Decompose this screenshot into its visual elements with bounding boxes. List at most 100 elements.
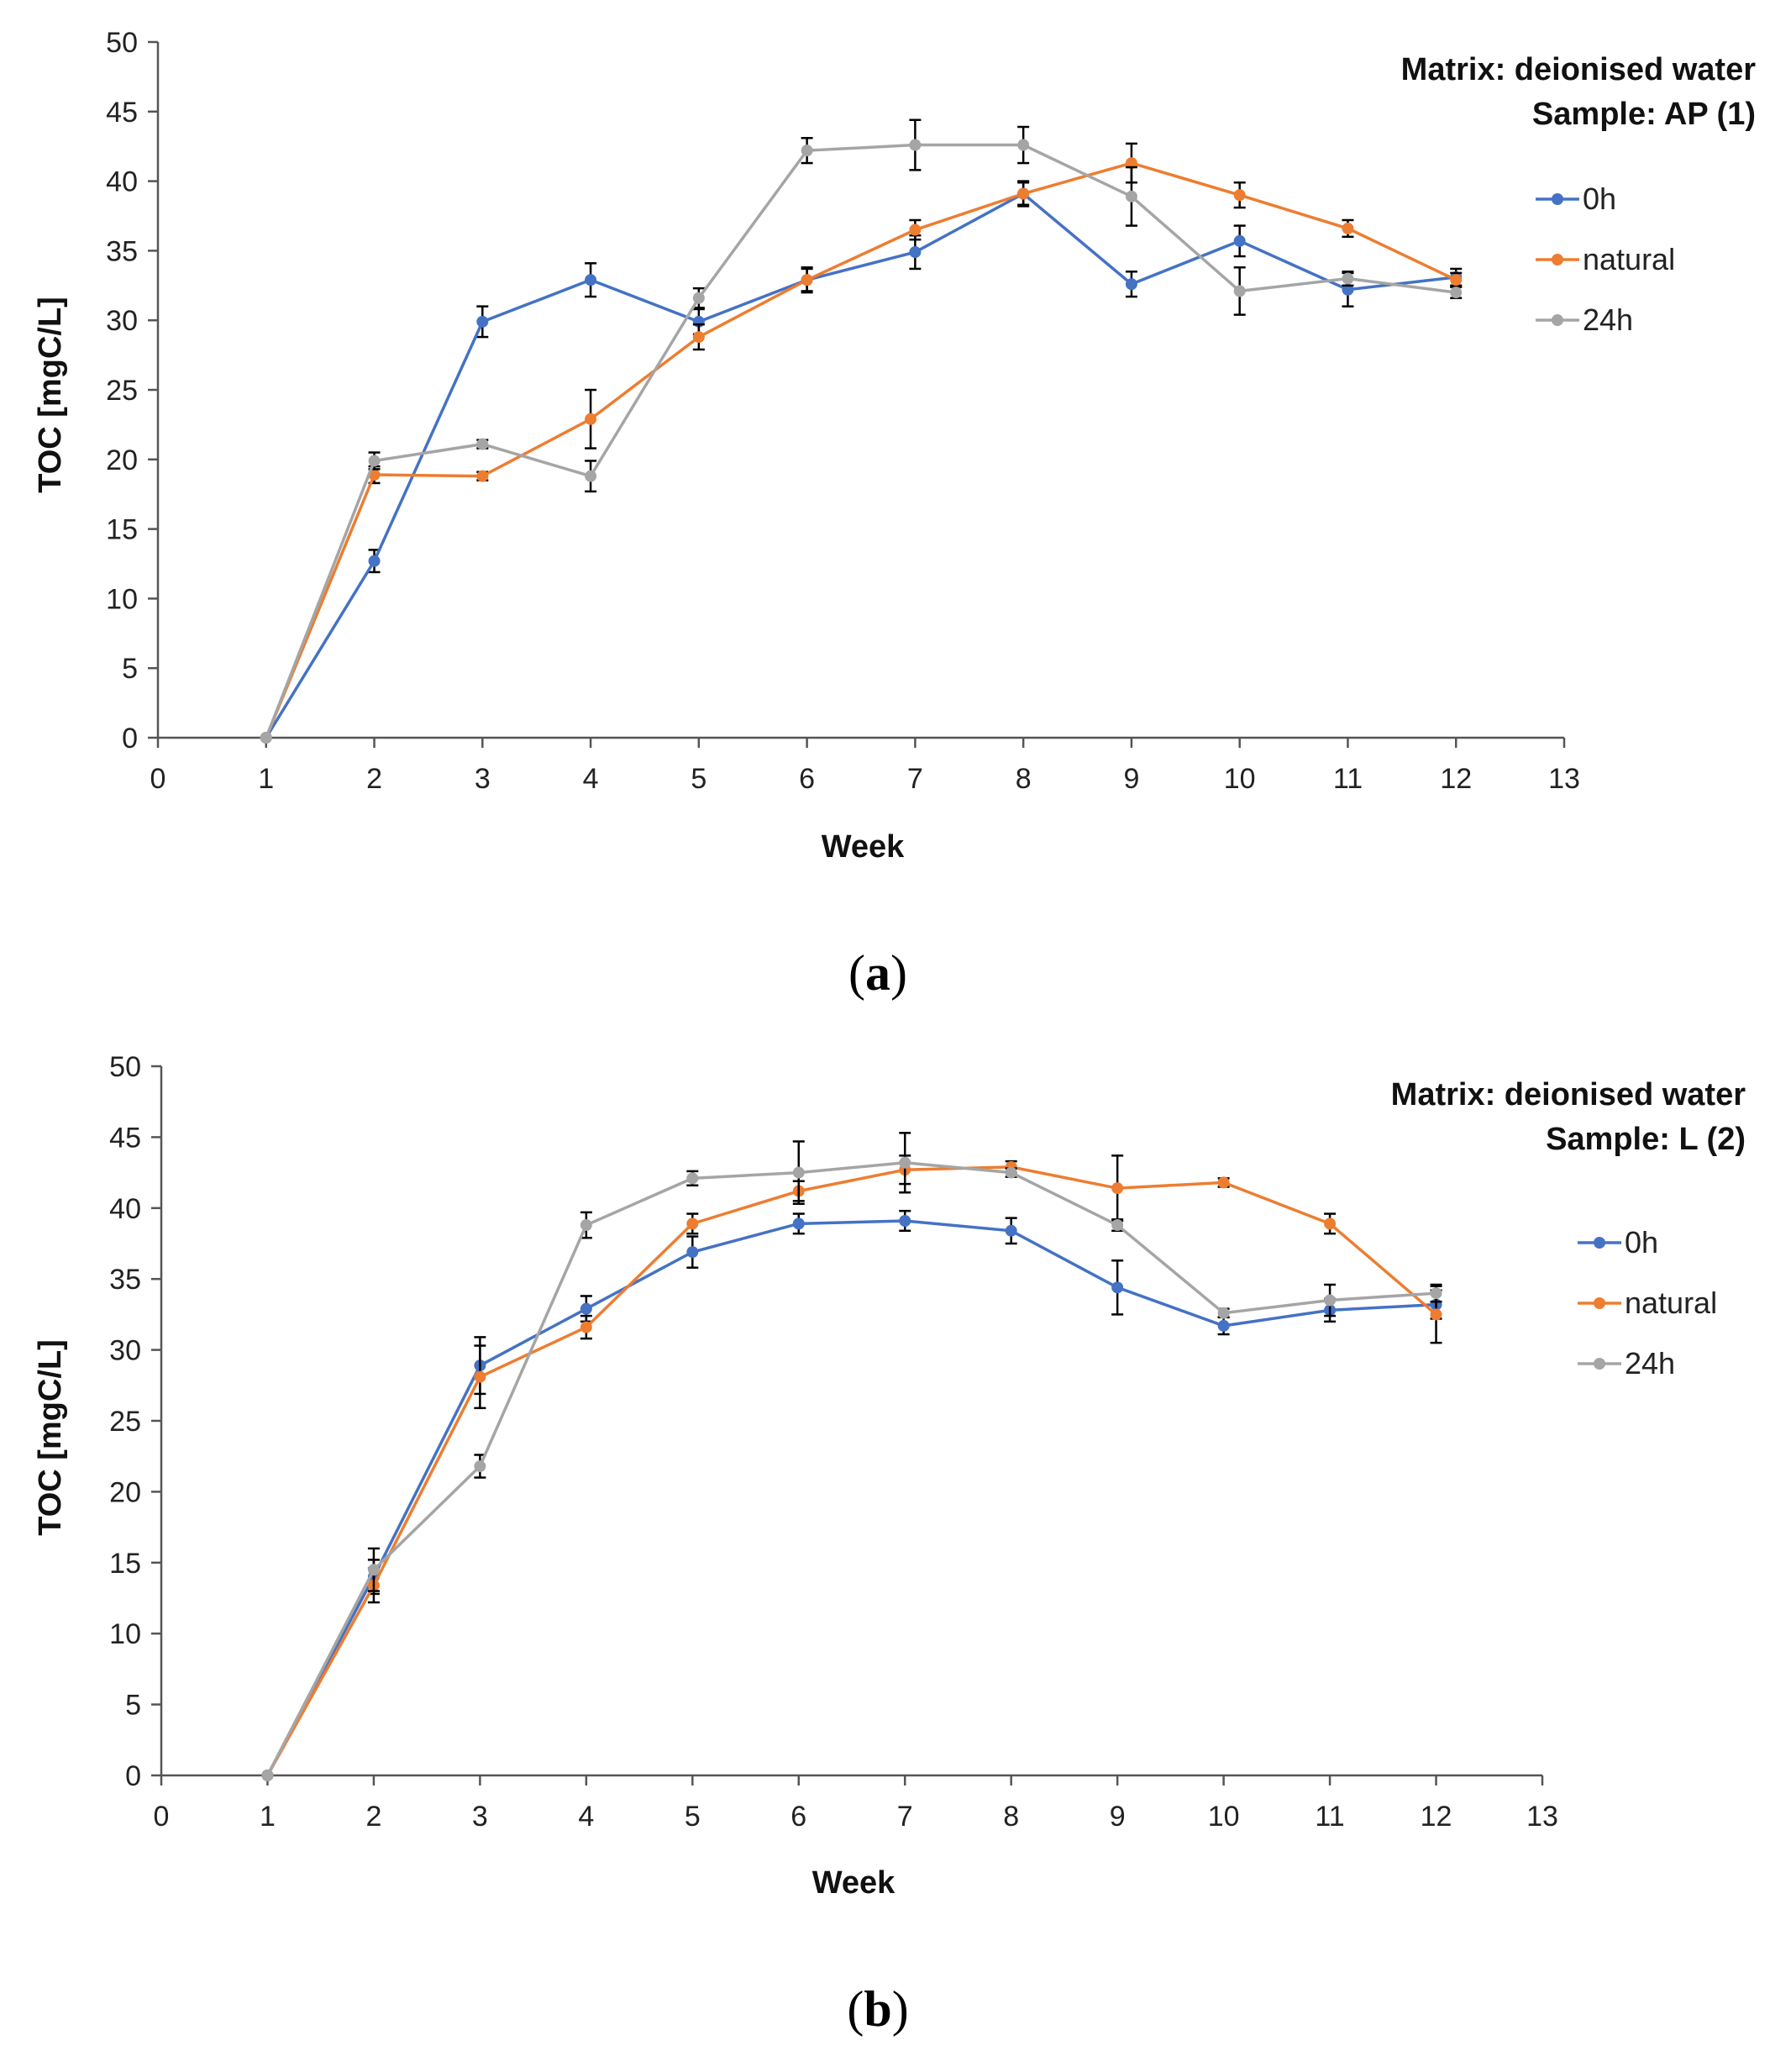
chart-a-data-point-0h xyxy=(1125,278,1137,291)
chart-a-data-point-natural xyxy=(1125,157,1137,170)
chart-a-legend-label-natural: natural xyxy=(1583,242,1675,276)
chart-a-data-point-natural xyxy=(692,331,705,344)
chart-a-series-natural xyxy=(260,142,1463,744)
chart-b-x-tick-label: 2 xyxy=(365,1801,381,1833)
chart-a-data-point-24h xyxy=(1125,190,1137,202)
chart-a-data-point-natural xyxy=(1017,187,1030,200)
chart-a-data-point-natural xyxy=(1450,274,1463,287)
chart-b-data-point-natural xyxy=(1217,1176,1230,1189)
chart-a-data-point-24h xyxy=(368,455,381,467)
chart-b-series-24h xyxy=(261,1132,1442,1781)
chart-a-x-tick-label: 3 xyxy=(475,763,491,795)
chart-b-legend-label-24h: 24h xyxy=(1625,1346,1675,1380)
chart-a-data-point-24h xyxy=(585,470,597,482)
chart-a-legend-label-0h: 0h xyxy=(1583,181,1616,216)
chart-a-caption-letter: a xyxy=(865,945,890,1001)
chart-b-data-point-0h xyxy=(686,1246,699,1259)
chart-b-x-tick-label: 8 xyxy=(1003,1801,1019,1833)
chart-a-data-point-natural xyxy=(476,470,489,482)
chart-a-annotation-matrix: Matrix: deionised water xyxy=(1401,52,1757,87)
chart-a-x-tick-label: 12 xyxy=(1440,763,1472,795)
chart-b-data-point-natural xyxy=(474,1370,486,1383)
chart-a-data-point-24h xyxy=(476,438,489,450)
chart-b-data-point-0h xyxy=(1111,1281,1124,1294)
chart-b-caption: (b) xyxy=(847,1981,908,2037)
chart-panel-a: Matrix: deionised water Sample: AP (1) W… xyxy=(33,27,1757,1001)
chart-b-x-tick-label: 13 xyxy=(1526,1801,1558,1833)
chart-a-caption: (a) xyxy=(848,945,907,1001)
chart-a-x-tick-label: 5 xyxy=(691,763,706,795)
chart-a-data-point-natural xyxy=(801,274,813,287)
chart-a-data-point-0h xyxy=(368,555,381,567)
chart-b-y-tick-label: 30 xyxy=(109,1335,141,1367)
chart-b-x-tick-label: 1 xyxy=(260,1801,276,1833)
chart-a-y-tick-label: 40 xyxy=(106,166,138,198)
chart-b-series-0h xyxy=(261,1209,1442,1781)
chart-a-legend-marker-natural xyxy=(1552,254,1563,266)
chart-a-data-point-0h xyxy=(476,315,489,328)
chart-b-x-tick-label: 12 xyxy=(1421,1801,1452,1833)
chart-a-series-line-0h xyxy=(265,192,1457,739)
chart-a-y-tick-label: 45 xyxy=(106,97,138,129)
chart-b-x-tick-label: 5 xyxy=(685,1801,701,1833)
chart-b-y-tick-label: 10 xyxy=(109,1618,141,1650)
chart-b-y-axis-title: TOC [mgC/L] xyxy=(33,1339,68,1536)
chart-b-series-line-natural xyxy=(265,1165,1437,1776)
chart-a-data-point-24h xyxy=(801,145,813,157)
chart-a-data-point-24h xyxy=(1017,139,1030,151)
chart-a-x-tick-label: 2 xyxy=(366,763,382,795)
chart-a-y-tick-label: 0 xyxy=(122,723,138,755)
chart-b-data-point-24h xyxy=(1324,1294,1337,1307)
chart-b-data-point-24h xyxy=(580,1219,592,1232)
chart-b-data-point-natural xyxy=(686,1217,699,1230)
chart-a-data-point-natural xyxy=(585,413,597,425)
chart-a-y-tick-label: 30 xyxy=(106,305,138,337)
chart-a-data-point-0h xyxy=(585,274,597,287)
chart-a-data-point-0h xyxy=(909,246,922,259)
chart-b-legend-label-natural: natural xyxy=(1625,1286,1717,1320)
chart-b-data-point-natural xyxy=(1324,1217,1337,1230)
chart-b-data-point-0h xyxy=(1005,1224,1017,1237)
chart-a-legend-marker-24h xyxy=(1552,314,1563,326)
chart-b-data-point-24h xyxy=(899,1156,911,1169)
chart-b-x-tick-label: 7 xyxy=(897,1801,913,1833)
chart-b-x-tick-label: 10 xyxy=(1208,1801,1240,1833)
chart-a-x-tick-label: 7 xyxy=(907,763,923,795)
chart-a-data-point-natural xyxy=(1233,189,1246,202)
chart-b-y-tick-label: 35 xyxy=(109,1264,141,1296)
chart-a-data-point-24h xyxy=(909,139,922,151)
chart-a-series-line-natural xyxy=(265,161,1457,739)
chart-b-y-tick-label: 25 xyxy=(109,1406,141,1438)
chart-b-data-point-natural xyxy=(1111,1182,1124,1195)
chart-a-x-tick-label: 1 xyxy=(258,763,274,795)
chart-b-y-tick-label: 40 xyxy=(109,1193,141,1225)
chart-a-legend-label-24h: 24h xyxy=(1583,302,1633,337)
chart-a-x-tick-label: 13 xyxy=(1548,763,1580,795)
chart-b-caption-letter: b xyxy=(864,1981,891,2037)
chart-b-x-axis-title: Week xyxy=(812,1865,896,1901)
chart-b-data-point-24h xyxy=(474,1460,486,1473)
chart-b-data-point-24h xyxy=(1005,1166,1017,1179)
chart-b-y-tick-label: 20 xyxy=(109,1476,141,1508)
chart-a-legend-marker-0h xyxy=(1552,193,1563,205)
chart-b-data-point-0h xyxy=(580,1302,592,1315)
chart-a-y-tick-label: 20 xyxy=(106,444,138,476)
chart-b-y-tick-label: 15 xyxy=(109,1548,141,1580)
chart-b-y-tick-label: 45 xyxy=(109,1122,141,1154)
chart-a-x-tick-label: 9 xyxy=(1123,763,1139,795)
chart-a-data-point-natural xyxy=(909,224,922,236)
chart-a-x-tick-label: 6 xyxy=(799,763,815,795)
chart-a-y-tick-label: 5 xyxy=(122,653,138,685)
chart-a-data-point-24h xyxy=(692,292,705,304)
chart-b-y-tick-label: 50 xyxy=(109,1051,141,1083)
chart-b-data-point-0h xyxy=(899,1214,911,1227)
chart-a-y-axis-title: TOC [mgC/L] xyxy=(33,297,68,493)
chart-b-annotation-sample: Sample: L (2) xyxy=(1546,1122,1746,1157)
chart-b-x-tick-label: 6 xyxy=(790,1801,806,1833)
chart-b-data-point-0h xyxy=(1217,1319,1230,1332)
chart-b-data-point-24h xyxy=(792,1166,805,1179)
chart-b-annotation-matrix: Matrix: deionised water xyxy=(1391,1077,1746,1112)
chart-b-data-point-natural xyxy=(580,1321,592,1333)
chart-b-series-natural xyxy=(261,1154,1442,1781)
chart-b-data-point-natural xyxy=(1430,1308,1442,1321)
